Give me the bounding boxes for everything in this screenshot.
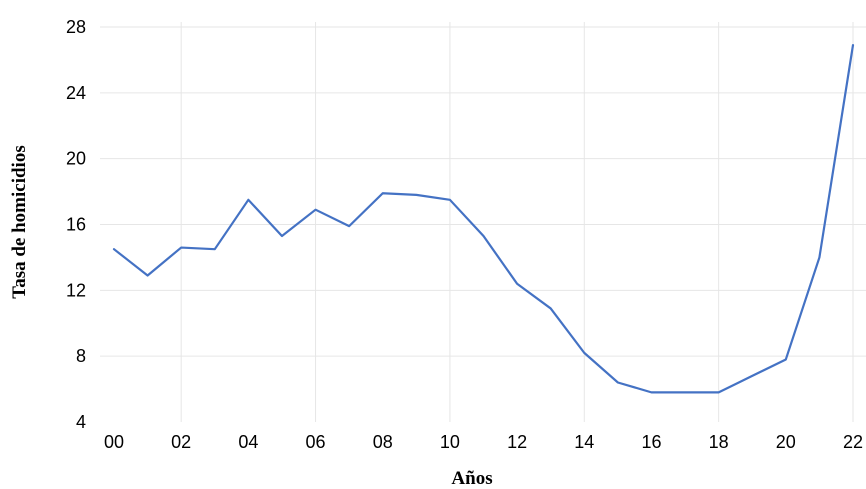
x-tick-label: 00 xyxy=(104,432,124,452)
x-tick-label: 08 xyxy=(373,432,393,452)
y-tick-label: 28 xyxy=(66,17,86,37)
x-tick-label: 12 xyxy=(507,432,527,452)
x-tick-label: 04 xyxy=(238,432,258,452)
y-tick-label: 24 xyxy=(66,83,86,103)
x-tick-label: 22 xyxy=(843,432,863,452)
x-axis-ticks: 00 02 04 06 08 10 12 14 16 18 20 22 xyxy=(104,432,863,452)
y-tick-label: 8 xyxy=(76,346,86,366)
series-lines xyxy=(112,44,855,394)
y-tick-label: 16 xyxy=(66,215,86,235)
grid-lines xyxy=(100,22,866,422)
y-axis-ticks: 4 8 12 16 20 24 28 xyxy=(66,17,86,432)
y-axis-title: Tasa de homicidios xyxy=(9,145,30,298)
x-tick-label: 10 xyxy=(440,432,460,452)
y-tick-label: 12 xyxy=(66,280,86,300)
x-tick-label: 20 xyxy=(776,432,796,452)
x-tick-label: 02 xyxy=(171,432,191,452)
x-tick-label: 16 xyxy=(641,432,661,452)
x-tick-label: 06 xyxy=(306,432,326,452)
x-tick-label: 14 xyxy=(574,432,594,452)
series-line xyxy=(112,44,855,394)
x-tick-label: 18 xyxy=(709,432,729,452)
x-axis-title: Años xyxy=(451,468,492,489)
y-tick-label: 4 xyxy=(76,412,86,432)
y-tick-label: 20 xyxy=(66,149,86,169)
